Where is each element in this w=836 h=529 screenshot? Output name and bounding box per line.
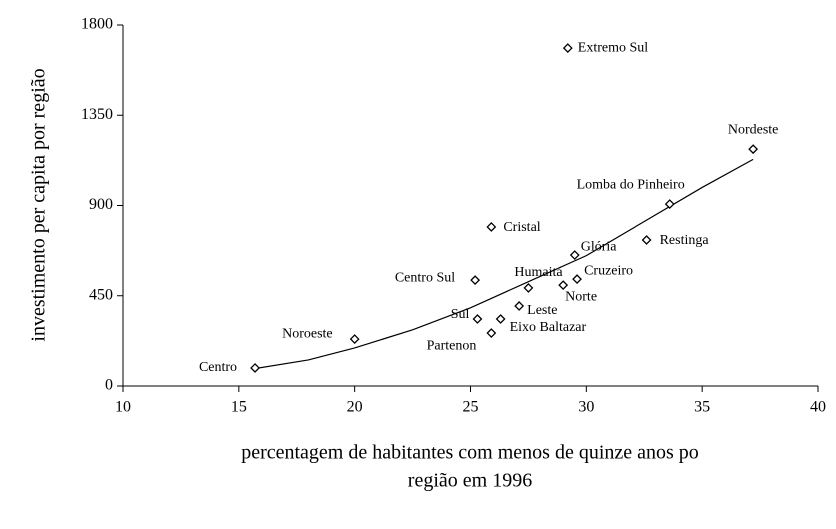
x-tick-label: 30: [578, 399, 594, 416]
point-label: Nordeste: [728, 122, 779, 137]
data-point: [664, 199, 675, 210]
x-axis-title: percentagem de habitantes com menos de q…: [241, 442, 699, 464]
y-tick-label: 1800: [81, 16, 113, 33]
y-tick-label: 450: [89, 286, 113, 303]
data-point: [486, 328, 497, 338]
point-label: Cristal: [503, 220, 540, 235]
data-point: [514, 301, 525, 311]
data-point: [562, 43, 573, 53]
x-axis-title: região em 1996: [408, 470, 532, 492]
data-point: [523, 283, 534, 293]
data-point: [472, 314, 483, 324]
x-tick-label: 20: [347, 399, 363, 416]
point-label: Sul: [451, 307, 470, 322]
data-point: [569, 250, 580, 260]
data-point: [349, 334, 360, 344]
point-label: Noroeste: [282, 326, 333, 341]
x-tick-label: 15: [231, 399, 247, 416]
y-tick-label: 900: [89, 196, 113, 213]
data-point: [641, 235, 652, 245]
point-label: Cruzeiro: [584, 263, 633, 278]
point-label: Norte: [565, 289, 597, 304]
point-label: Centro: [199, 360, 237, 375]
x-tick-label: 10: [115, 399, 131, 416]
data-point: [250, 363, 260, 373]
point-label: Humaitá: [514, 265, 563, 280]
point-label: Restinga: [660, 233, 710, 248]
point-label: Leste: [527, 303, 557, 318]
point-label: Eixo Baltazar: [510, 320, 587, 335]
data-point: [558, 280, 569, 291]
data-point: [486, 222, 497, 232]
point-label: Centro Sul: [395, 270, 455, 285]
point-label: Glória: [581, 239, 618, 254]
point-label: Extremo Sul: [578, 40, 648, 55]
x-tick-label: 40: [810, 399, 826, 416]
y-axis-title: investimento per capita por região: [28, 68, 50, 341]
point-label: Partenon: [427, 338, 477, 353]
y-tick-label: 0: [105, 377, 113, 394]
data-point: [748, 144, 759, 155]
data-point: [572, 274, 582, 285]
x-tick-label: 35: [694, 399, 710, 416]
x-tick-label: 25: [463, 399, 479, 416]
data-point: [495, 314, 506, 324]
y-tick-label: 1350: [81, 106, 113, 123]
point-label: Lomba do Pinheiro: [577, 177, 685, 192]
data-point: [470, 275, 481, 286]
